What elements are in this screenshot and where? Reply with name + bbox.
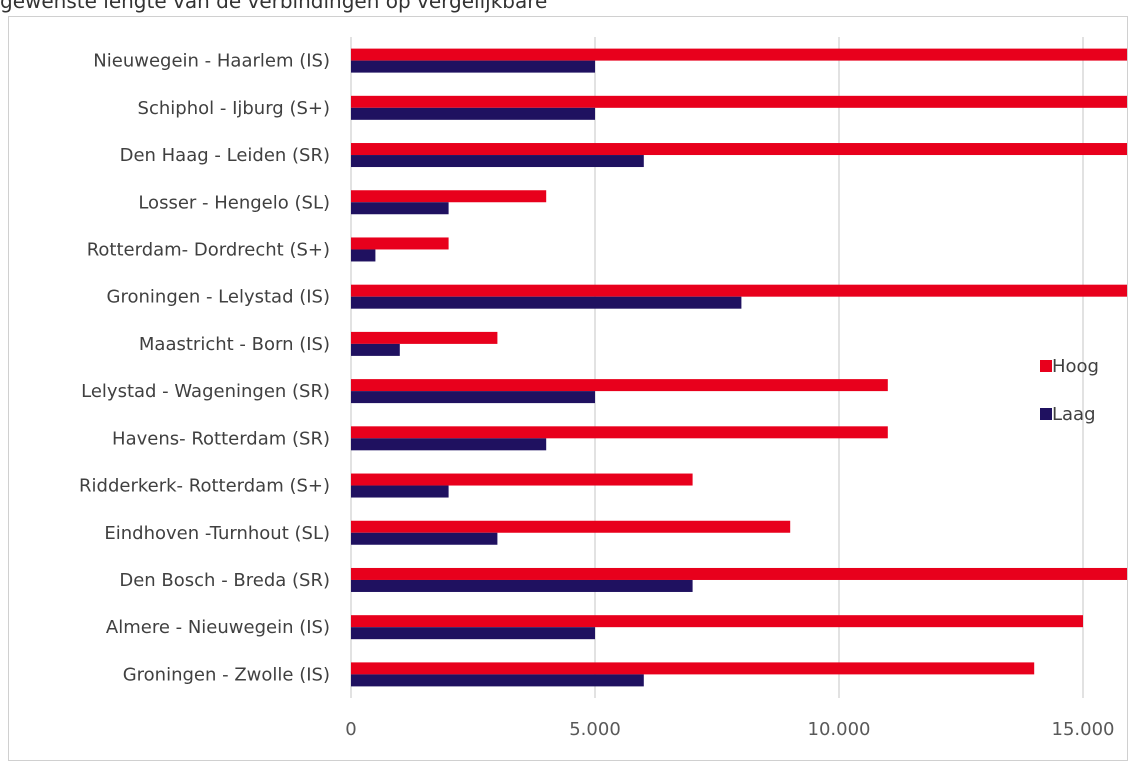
bar-laag [351,532,498,545]
bar-laag [351,438,547,451]
bar-hoog [351,615,1083,628]
bar-laag [351,674,644,687]
legend-label-hoog: Hoog [1052,356,1099,377]
bar-hoog [351,284,1127,297]
bar-laag [351,485,449,498]
category-label: Nieuwegein - Haarlem (IS) [93,51,330,72]
category-label: Ridderkerk- Rotterdam (S+) [79,476,330,497]
bar-laag [351,579,693,592]
category-label: Schiphol - Ijburg (S+) [138,98,330,119]
category-label: Havens- Rotterdam (SR) [112,428,330,449]
category-label: Eindhoven -Turnhout (SL) [104,523,330,544]
category-label: Den Bosch - Breda (SR) [119,570,330,591]
category-label: Den Haag - Leiden (SR) [120,145,330,166]
bar-hoog [351,95,1127,108]
chart-frame: Nieuwegein - Haarlem (IS) Schiphol - Ijbu… [8,16,1128,761]
legend-label-laag: Laag [1052,404,1096,425]
bar-hoog [351,331,498,344]
bar-laag [351,627,595,640]
category-label: Maastricht - Born (IS) [139,334,330,355]
bars [351,48,1127,687]
bar-hoog [351,379,888,392]
bar-hoog [351,520,791,533]
category-label: Rotterdam- Dordrecht (S+) [87,239,330,260]
bar-hoog [351,662,1035,675]
category-label: Groningen - Zwolle (IS) [123,664,330,685]
chart-caption: gewenste lengte van de verbindingen op v… [0,0,548,13]
gridlines [350,37,1084,698]
bar-laag [351,60,595,73]
bar-laag [351,107,595,120]
category-label: Losser - Hengelo (SL) [138,192,330,213]
bar-hoog [351,473,693,486]
category-label: Groningen - Lelystad (IS) [107,287,330,308]
bar-laag [351,155,644,168]
category-label: Almere - Nieuwegein (IS) [106,617,330,638]
legend-swatch-laag [1040,408,1052,420]
bar-hoog [351,426,888,439]
bar-hoog [351,190,547,203]
x-tick-label: 10.000 [808,719,871,740]
bar-laag [351,249,376,262]
category-label: Lelystad - Wageningen (SR) [81,381,330,402]
x-tick-label: 15.000 [1052,719,1115,740]
bar-hoog [351,237,449,250]
bar-laag [351,202,449,215]
x-tick-label: 0 [345,719,356,740]
bar-chart: Nieuwegein - Haarlem (IS) Schiphol - Ijbu… [79,37,1127,740]
x-tick-label: 5.000 [569,719,621,740]
bar-hoog [351,567,1127,580]
category-labels: Nieuwegein - Haarlem (IS) Schiphol - Ijbu… [79,51,330,686]
bar-hoog [351,143,1127,156]
bar-hoog [351,48,1127,61]
bar-laag [351,391,595,404]
legend-swatch-hoog [1040,360,1052,372]
legend: Hoog Laag [1040,356,1099,425]
bar-laag [351,343,400,356]
bar-laag [351,296,742,309]
